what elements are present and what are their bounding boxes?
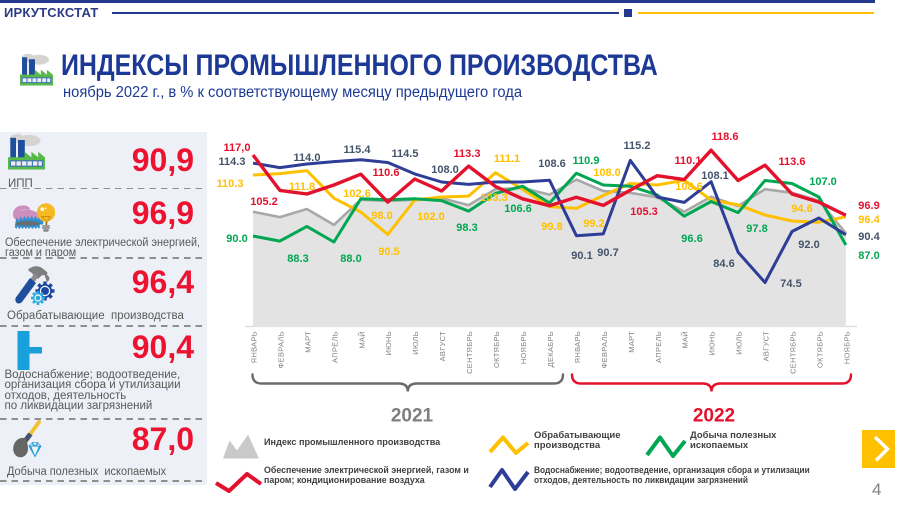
svg-text:108.0: 108.0 (593, 167, 621, 179)
svg-text:ЯНВАРЬ: ЯНВАРЬ (573, 331, 582, 363)
svg-text:110.3: 110.3 (217, 178, 244, 190)
svg-text:АВГУСТ: АВГУСТ (438, 331, 447, 361)
svg-text:92.0: 92.0 (798, 239, 819, 251)
svg-text:87.0: 87.0 (858, 250, 879, 262)
svg-text:107.0: 107.0 (809, 176, 837, 188)
svg-text:ЯНВАРЬ: ЯНВАРЬ (250, 331, 259, 363)
svg-text:115.2: 115.2 (624, 140, 651, 152)
svg-text:114.5: 114.5 (392, 148, 419, 160)
svg-text:110.9: 110.9 (573, 155, 600, 167)
svg-text:МАЙ: МАЙ (681, 331, 690, 349)
svg-text:МАРТ: МАРТ (303, 331, 312, 353)
svg-text:96.9: 96.9 (858, 200, 879, 212)
svg-text:88.0: 88.0 (340, 253, 361, 265)
svg-text:2022: 2022 (693, 406, 735, 427)
svg-text:102.6: 102.6 (343, 188, 371, 200)
svg-text:АВГУСТ: АВГУСТ (762, 331, 771, 361)
svg-text:118.6: 118.6 (712, 131, 739, 143)
svg-text:117,0: 117,0 (224, 142, 251, 154)
svg-text:99.8: 99.8 (541, 221, 562, 233)
svg-text:ИЮЛЬ: ИЮЛЬ (735, 331, 744, 355)
svg-text:98.3: 98.3 (456, 222, 477, 234)
svg-text:90.7: 90.7 (597, 247, 618, 259)
svg-text:90.5: 90.5 (378, 246, 399, 258)
svg-text:113.3: 113.3 (454, 148, 481, 160)
svg-text:НОЯБРЬ: НОЯБРЬ (842, 331, 851, 364)
svg-text:74.5: 74.5 (780, 278, 801, 290)
svg-text:106.6: 106.6 (504, 203, 532, 215)
svg-text:МАЙ: МАЙ (357, 331, 366, 349)
svg-text:108.6: 108.6 (675, 181, 703, 193)
svg-text:АПРЕЛЬ: АПРЕЛЬ (330, 331, 339, 363)
svg-text:102.0: 102.0 (417, 211, 445, 223)
svg-text:ФЕВРАЛЬ: ФЕВРАЛЬ (600, 331, 609, 368)
svg-text:ФЕВРАЛЬ: ФЕВРАЛЬ (276, 331, 285, 368)
svg-text:103.3: 103.3 (480, 192, 508, 204)
svg-text:94.6: 94.6 (791, 203, 812, 215)
svg-text:НОЯБРЬ: НОЯБРЬ (519, 331, 528, 364)
svg-text:98.0: 98.0 (371, 210, 392, 222)
svg-text:МАРТ: МАРТ (627, 331, 636, 353)
svg-text:СЕНТЯБРЬ: СЕНТЯБРЬ (465, 331, 474, 374)
svg-text:108.0: 108.0 (431, 164, 459, 176)
svg-text:2021: 2021 (391, 406, 434, 427)
svg-text:96.4: 96.4 (858, 214, 880, 226)
svg-text:ИЮНЬ: ИЮНЬ (384, 331, 393, 356)
svg-text:110.1: 110.1 (675, 155, 702, 167)
svg-text:110.6: 110.6 (373, 167, 400, 179)
svg-text:99.2: 99.2 (583, 218, 604, 230)
svg-text:105.2: 105.2 (250, 196, 278, 208)
svg-text:97.8: 97.8 (746, 223, 767, 235)
svg-text:ОКТЯБРЬ: ОКТЯБРЬ (815, 331, 824, 368)
svg-text:90.4: 90.4 (858, 231, 880, 243)
svg-text:ДЕКАБРЬ: ДЕКАБРЬ (546, 331, 555, 367)
svg-text:84.6: 84.6 (713, 258, 734, 270)
svg-text:96.6: 96.6 (681, 233, 702, 245)
svg-text:114.3: 114.3 (219, 156, 246, 168)
svg-text:113.6: 113.6 (779, 156, 806, 168)
svg-text:ИЮЛЬ: ИЮЛЬ (411, 331, 420, 355)
svg-text:111.8: 111.8 (289, 181, 315, 193)
svg-text:90.0: 90.0 (226, 233, 247, 245)
svg-text:105.3: 105.3 (630, 206, 658, 218)
svg-text:90.1: 90.1 (571, 250, 592, 262)
svg-text:ИЮНЬ: ИЮНЬ (708, 331, 717, 356)
svg-text:115.4: 115.4 (344, 144, 372, 156)
svg-text:111.1: 111.1 (494, 153, 520, 165)
svg-text:СЕНТЯБРЬ: СЕНТЯБРЬ (789, 331, 798, 374)
svg-text:114.0: 114.0 (294, 152, 321, 164)
svg-text:108.6: 108.6 (538, 158, 566, 170)
svg-text:ОКТЯБРЬ: ОКТЯБРЬ (492, 331, 501, 368)
svg-text:88.3: 88.3 (287, 253, 308, 265)
svg-text:108.1: 108.1 (701, 170, 729, 182)
svg-text:АПРЕЛЬ: АПРЕЛЬ (654, 331, 663, 363)
